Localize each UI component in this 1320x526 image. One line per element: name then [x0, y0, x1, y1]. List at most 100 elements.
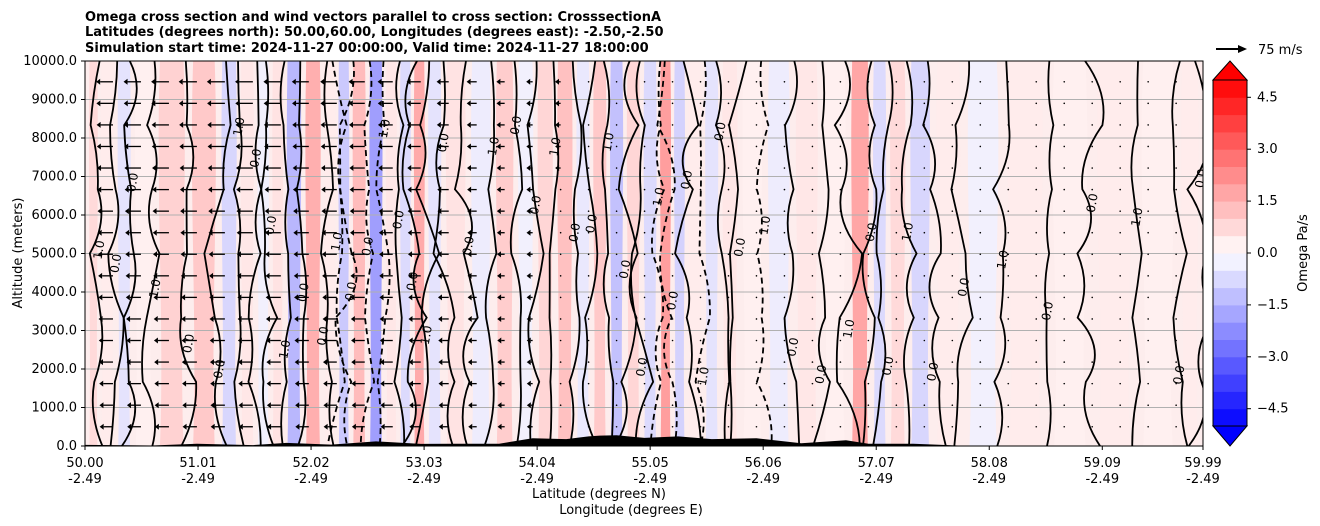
wind-vector — [438, 423, 449, 430]
y-tick-label: 3000.0 — [32, 324, 78, 339]
wind-vector — [406, 78, 421, 85]
contour-label: 0.0 — [784, 336, 801, 357]
wind-vector — [497, 315, 505, 322]
wind-vector — [839, 102, 842, 105]
contour-label: 1.0 — [418, 324, 435, 345]
wind-vector — [124, 186, 141, 193]
wind-vector — [377, 100, 393, 107]
wind-vector — [265, 294, 281, 301]
wind-vector — [671, 253, 674, 256]
wind-vector — [1007, 231, 1010, 234]
wind-vector — [292, 165, 309, 172]
wind-vector — [867, 80, 870, 83]
wind-vector — [839, 188, 842, 191]
contour-label: 1.0 — [485, 136, 502, 157]
wind-vector — [497, 272, 505, 279]
wind-vector — [587, 145, 590, 148]
wind-vector — [559, 339, 562, 342]
wind-vector — [1035, 296, 1038, 299]
wind-vector — [181, 315, 197, 322]
contour-label: 0.0 — [1084, 192, 1101, 213]
wind-vector — [409, 423, 421, 430]
wind-vector — [349, 186, 365, 193]
wind-vector — [1035, 80, 1038, 83]
wind-vector — [348, 78, 365, 85]
wind-vector — [466, 121, 477, 128]
wind-vector — [466, 100, 477, 107]
wind-vector — [839, 296, 842, 299]
wind-vector — [1035, 145, 1038, 148]
wind-vector — [179, 121, 197, 128]
wind-vector — [783, 145, 786, 148]
wind-vector — [124, 165, 141, 172]
wind-vector — [1091, 124, 1094, 126]
wind-vector — [408, 359, 421, 366]
colorbar-cell — [1213, 131, 1247, 150]
wind-vector — [235, 143, 253, 150]
wind-vector — [351, 423, 365, 430]
wind-vector — [559, 210, 562, 212]
wind-vector — [1147, 210, 1149, 212]
wind-vector — [895, 318, 898, 320]
wind-vector — [264, 165, 281, 172]
wind-vector — [323, 423, 337, 430]
wind-vector — [468, 402, 477, 409]
wind-vector — [783, 425, 786, 428]
wind-vector — [71, 273, 85, 279]
wind-vector — [559, 318, 562, 320]
wind-vector — [867, 339, 870, 342]
wind-vector — [408, 337, 421, 344]
wind-vector — [467, 186, 477, 193]
x-tick-label-lon: -2.49 — [972, 472, 1006, 487]
wind-vector — [526, 380, 533, 387]
wind-vector — [154, 402, 169, 409]
wind-vector — [348, 100, 365, 107]
wind-vector — [671, 102, 674, 105]
wind-vector — [671, 318, 674, 320]
y-tick-label: 5000.0 — [32, 247, 78, 262]
wind-vector — [1091, 425, 1094, 428]
wind-vector — [699, 167, 702, 169]
wind-vector — [320, 78, 337, 85]
wind-vector — [379, 251, 393, 258]
wind-vector — [783, 102, 786, 105]
wind-vector — [783, 361, 786, 363]
wind-vector — [1007, 124, 1010, 126]
wind-vector — [1119, 145, 1121, 148]
wind-vector — [151, 78, 169, 85]
wind-vector — [1175, 404, 1177, 406]
wind-vector — [895, 339, 898, 342]
colorbar-tick-label: −1.5 — [1257, 298, 1289, 313]
wind-vector — [153, 272, 169, 279]
wind-vector — [98, 294, 113, 301]
wind-vector — [867, 361, 870, 363]
contour-label: 0.0 — [583, 213, 600, 234]
wind-vector — [378, 208, 393, 215]
x-tick-label-lat: 56.06 — [745, 456, 782, 471]
wind-vector — [526, 229, 533, 236]
wind-vector — [979, 145, 982, 148]
wind-vector — [497, 337, 505, 344]
chart-title-line-2: Latitudes (degrees north): 50.00,60.00, … — [85, 25, 664, 40]
contour-label: 0.0 — [863, 222, 880, 243]
wind-vector — [1007, 253, 1010, 256]
wind-vector — [839, 167, 842, 169]
wind-vector — [783, 404, 786, 406]
wind-vector — [979, 382, 982, 385]
wind-vector — [755, 231, 758, 234]
x-tick-label-lat: 57.07 — [858, 456, 895, 471]
wind-vector — [438, 402, 449, 409]
chart-title-line-1: Omega cross section and wind vectors par… — [85, 10, 661, 25]
wind-vector — [236, 186, 253, 193]
wind-vector — [811, 275, 814, 277]
wind-vector — [979, 188, 982, 191]
wind-vector — [1175, 339, 1177, 342]
colorbar-cell — [1213, 270, 1247, 289]
wind-vector — [895, 102, 898, 105]
wind-vector — [125, 251, 141, 258]
wind-vector — [526, 423, 533, 430]
contour-label: 0.0 — [435, 132, 452, 153]
wind-vector — [496, 208, 505, 215]
colorbar-cell — [1213, 201, 1247, 219]
wind-vector — [1091, 210, 1094, 212]
